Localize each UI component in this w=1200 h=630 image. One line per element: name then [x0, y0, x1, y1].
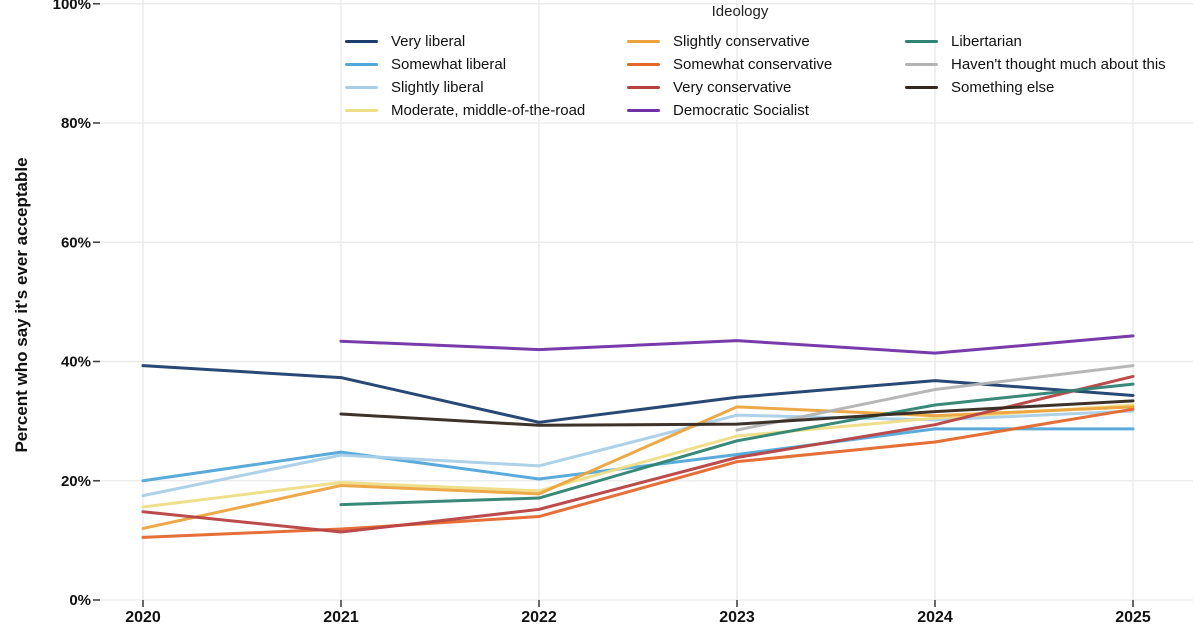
series-line-slightly-liberal — [141, 409, 1135, 498]
x-tick-label: 2022 — [521, 609, 557, 626]
y-tick-label: 20% — [61, 473, 91, 490]
series-line-libertarian — [339, 382, 1135, 507]
legend-item: Somewhat conservative — [627, 53, 832, 76]
legend-label: Slightly conservative — [673, 33, 810, 50]
series-line-somewhat-liberal — [141, 427, 1135, 483]
x-tick-label: 2024 — [917, 609, 953, 626]
legend-label: Democratic Socialist — [673, 102, 809, 119]
legend-item: Something else — [905, 76, 1166, 99]
legend-column: Slightly conservative Somewhat conservati… — [627, 30, 832, 122]
series-line-moderate-middle-of-the-road — [141, 403, 1135, 509]
legend-swatch — [905, 86, 938, 89]
y-tick-label: 60% — [61, 234, 91, 251]
legend-item: Somewhat liberal — [345, 53, 585, 76]
legend-label: Somewhat liberal — [391, 56, 507, 73]
legend-swatch — [627, 40, 660, 43]
legend-swatch — [627, 63, 660, 66]
legend-item: Very conservative — [627, 76, 832, 99]
legend-item: Democratic Socialist — [627, 99, 832, 122]
legend-item: Very liberal — [345, 30, 585, 53]
legend-label: Very conservative — [673, 79, 792, 96]
legend-label: Something else — [951, 79, 1055, 96]
x-tick-label: 2023 — [719, 609, 755, 626]
legend-swatch — [627, 109, 660, 112]
series-line-democratic-socialist — [339, 334, 1135, 355]
legend-item: Slightly conservative — [627, 30, 832, 53]
y-tick-label: 80% — [61, 115, 91, 132]
legend-swatch — [345, 40, 378, 43]
y-axis-title: Percent who say it's ever acceptable — [12, 157, 31, 453]
x-tick-label: 2025 — [1115, 609, 1151, 626]
legend-column: Very liberal Somewhat liberal Slightly lib… — [345, 30, 585, 122]
series-line-something-else — [339, 399, 1135, 427]
legend-label: Somewhat conservative — [673, 56, 833, 73]
legend-column: Libertarian Haven't thought much about th… — [905, 30, 1166, 99]
y-tick-label: 0% — [69, 592, 91, 609]
series-line-somewhat-conservative — [141, 407, 1135, 539]
legend-item: Libertarian — [905, 30, 1166, 53]
y-tick-label: 40% — [61, 354, 91, 371]
series-line-very-liberal — [141, 364, 1135, 424]
legend-label: Libertarian — [951, 33, 1022, 50]
series-line-haven-t-thought-much-about-this — [735, 364, 1135, 432]
legend-label: Slightly liberal — [391, 79, 484, 96]
legend-label: Very liberal — [391, 33, 466, 50]
series-line-slightly-conservative — [141, 405, 1135, 530]
legend-swatch — [905, 63, 938, 66]
legend-swatch — [345, 109, 378, 112]
legend-swatch — [345, 63, 378, 66]
legend-item: Haven't thought much about this — [905, 53, 1166, 76]
series-line-very-conservative — [141, 374, 1135, 534]
legend-swatch — [627, 86, 660, 89]
x-tick-label: 2020 — [125, 609, 161, 626]
legend-label: Moderate, middle-of-the-road — [391, 102, 586, 119]
legend-title: Ideology — [711, 3, 769, 20]
x-tick-label: 2021 — [323, 609, 359, 626]
legend-swatch — [345, 86, 378, 89]
legend-item: Slightly liberal — [345, 76, 585, 99]
legend-label: Haven't thought much about this — [951, 56, 1166, 73]
y-tick-label: 100% — [53, 0, 91, 13]
legend-swatch — [905, 40, 938, 43]
legend-item: Moderate, middle-of-the-road — [345, 99, 585, 122]
